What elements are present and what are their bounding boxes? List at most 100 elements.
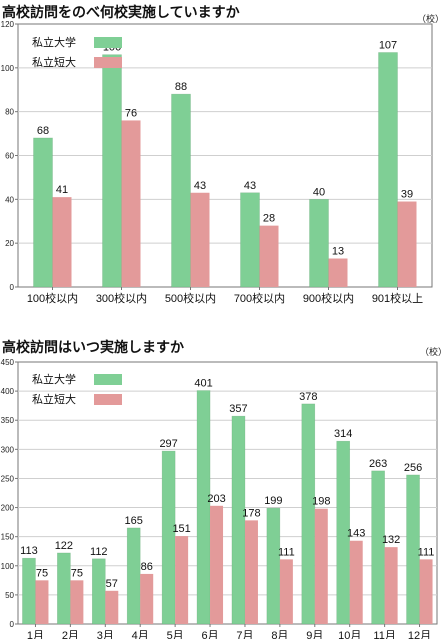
x-tick-label: 4月 <box>132 630 149 639</box>
legend-swatch <box>94 394 122 405</box>
bar <box>105 590 119 624</box>
x-tick-label: 901校以上 <box>372 291 423 305</box>
data-label: 263 <box>369 458 387 470</box>
bar <box>175 536 189 624</box>
bar <box>91 558 106 625</box>
unit-label: （校） <box>420 347 447 357</box>
bar <box>190 192 210 287</box>
legend-label: 私立短大 <box>32 55 76 69</box>
data-label: 122 <box>55 540 73 552</box>
data-label: 86 <box>141 561 153 573</box>
bar <box>419 559 433 624</box>
chart-svg: 0204060801001206841100校以内10676300校以内8843… <box>1 20 433 305</box>
legend-label: 私立大学 <box>32 372 76 386</box>
data-label: 203 <box>207 493 225 505</box>
bar <box>70 580 84 624</box>
x-tick-label: 9月 <box>306 630 323 639</box>
x-tick-label: 500校以内 <box>165 291 216 305</box>
data-label: 28 <box>263 213 275 225</box>
bar <box>406 474 420 625</box>
data-label: 43 <box>244 180 256 192</box>
chart-visits-count: 高校訪問をのべ何校実施していますか （校） 0 20 40 60 80 100 120 68 4… <box>0 0 447 312</box>
y-tick-label: 300 <box>1 445 15 454</box>
legend-swatch <box>94 374 122 385</box>
bar <box>22 557 36 625</box>
x-tick-label: 3月 <box>97 630 114 639</box>
bar <box>196 390 211 625</box>
bar <box>328 258 348 287</box>
data-label: 378 <box>299 391 317 403</box>
data-label: 13 <box>332 246 344 258</box>
bar <box>35 580 49 624</box>
y-tick-label: 450 <box>1 358 15 367</box>
y-tick-label: 350 <box>1 416 15 425</box>
y-tick-label: 20 <box>5 239 14 248</box>
data-label: 199 <box>264 495 282 507</box>
data-label: 198 <box>312 496 330 508</box>
data-label: 57 <box>106 578 118 590</box>
bar <box>314 508 328 624</box>
data-label: 178 <box>242 507 260 519</box>
x-tick-label: 12月 <box>408 630 431 639</box>
data-label: 357 <box>229 403 247 415</box>
data-label: 111 <box>418 546 435 558</box>
data-label: 132 <box>382 534 400 546</box>
data-label: 75 <box>71 567 83 579</box>
data-label: 68 <box>37 125 49 137</box>
bar <box>371 470 385 625</box>
data-label: 165 <box>125 515 143 527</box>
bar <box>397 201 417 287</box>
bar <box>259 225 279 287</box>
x-tick-label: 700校以内 <box>234 291 285 305</box>
y-tick-label: 80 <box>5 108 14 117</box>
x-tick-label: 300校以内 <box>96 291 147 305</box>
unit-label: （校） <box>417 14 445 24</box>
data-label: 39 <box>401 189 413 201</box>
data-label: 75 <box>36 567 48 579</box>
data-label: 401 <box>194 378 212 390</box>
x-tick-label: 11月 <box>373 630 395 639</box>
data-label: 112 <box>90 546 108 558</box>
y-tick-label: 100 <box>1 64 15 73</box>
x-tick-label: 10月 <box>338 630 361 639</box>
bar <box>231 415 246 625</box>
chart-title: 高校訪問はいつ実施しますか <box>2 339 184 355</box>
bar <box>121 120 141 287</box>
legend-swatch <box>94 37 122 48</box>
y-tick-label: 100 <box>1 562 15 571</box>
y-tick-label: 150 <box>1 533 15 542</box>
y-tick-label: 60 <box>5 152 14 161</box>
data-label: 143 <box>347 528 365 540</box>
x-tick-label: 5月 <box>167 630 184 639</box>
data-label: 297 <box>159 438 177 450</box>
data-label: 314 <box>334 428 352 440</box>
y-tick-label: 50 <box>5 591 14 600</box>
data-label: 41 <box>56 184 68 196</box>
x-tick-label: 6月 <box>201 630 218 639</box>
chart-title: 高校訪問をのべ何校実施していますか <box>2 4 240 20</box>
x-tick-label: 100校以内 <box>27 291 78 305</box>
bar <box>57 552 71 625</box>
bar <box>378 52 398 288</box>
plot-frame <box>17 361 438 625</box>
bar <box>52 197 72 287</box>
legend-label: 私立大学 <box>32 35 76 49</box>
x-tick-label: 7月 <box>236 630 253 639</box>
legend-label: 私立短大 <box>32 392 76 406</box>
data-label: 151 <box>172 523 190 535</box>
data-label: 43 <box>194 180 206 192</box>
x-tick-label: 8月 <box>271 630 288 639</box>
bar <box>349 540 363 624</box>
x-tick-label: 1月 <box>27 630 44 639</box>
bar <box>384 547 398 624</box>
data-label: 113 <box>20 545 38 557</box>
bar <box>336 440 351 625</box>
bar <box>171 93 191 288</box>
x-tick-label: 900校以内 <box>303 291 354 305</box>
data-label: 111 <box>278 546 295 558</box>
y-tick-label: 250 <box>1 474 15 483</box>
y-tick-label: 120 <box>1 20 15 29</box>
y-tick-label: 0 <box>10 283 15 292</box>
